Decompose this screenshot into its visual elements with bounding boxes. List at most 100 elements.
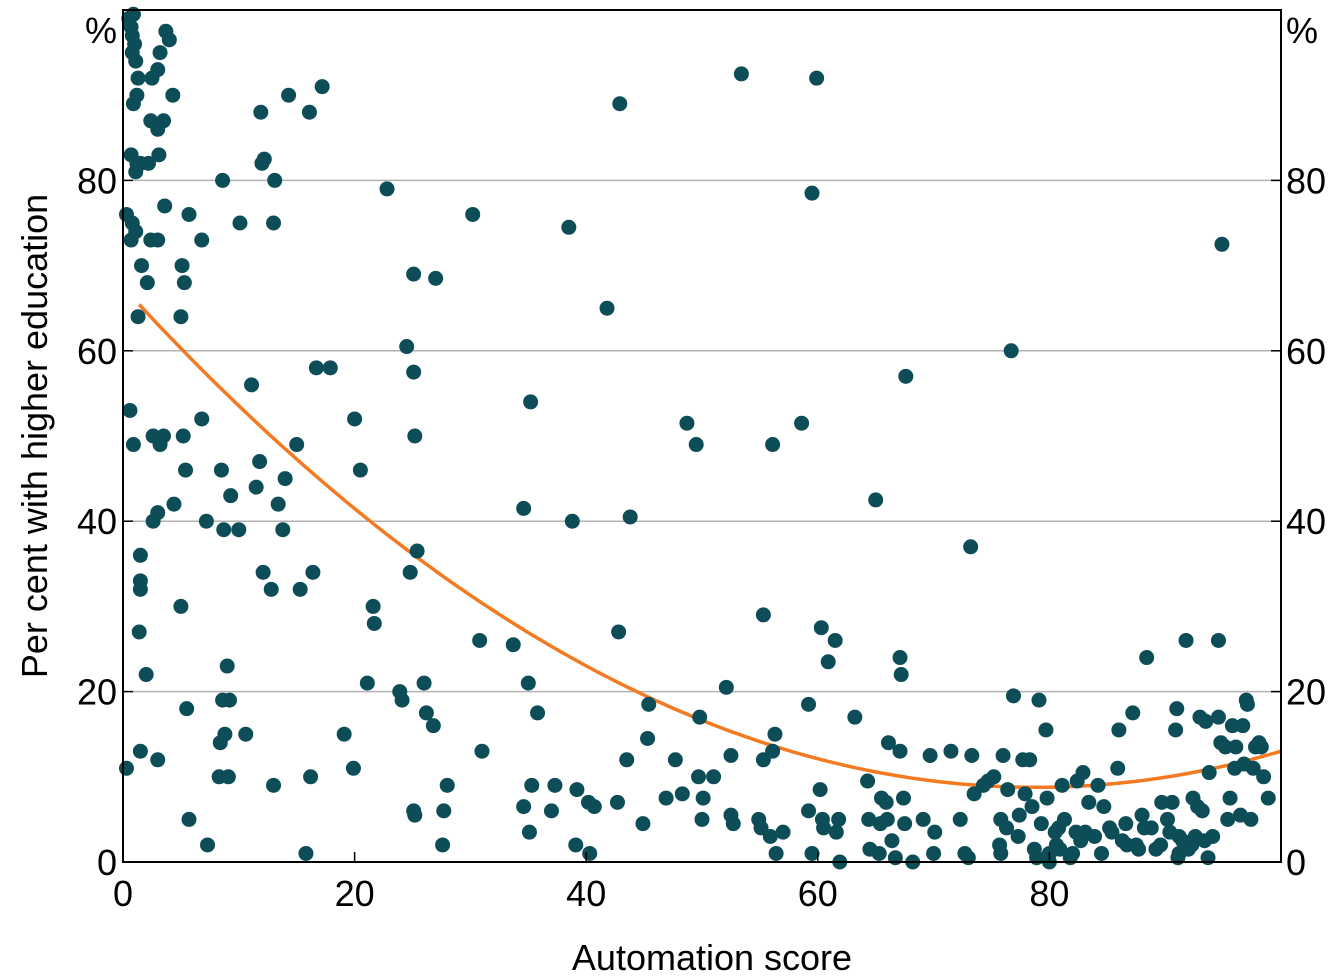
data-point [215, 692, 231, 708]
data-point [586, 799, 602, 815]
data-point [176, 275, 192, 291]
data-point [1065, 845, 1081, 861]
data-point [674, 786, 690, 802]
data-point [523, 394, 539, 410]
data-point [816, 820, 832, 836]
data-point [1052, 841, 1068, 857]
data-point [569, 782, 585, 798]
data-point [150, 121, 166, 137]
data-point [755, 607, 771, 623]
data-point [640, 730, 656, 746]
data-point [804, 845, 820, 861]
y-unit-right: % [1286, 10, 1318, 51]
data-point [767, 726, 783, 742]
data-point [1210, 709, 1226, 725]
data-point [516, 500, 532, 516]
data-point [775, 824, 791, 840]
data-point [1094, 845, 1110, 861]
data-point [175, 428, 191, 444]
data-point [1198, 713, 1214, 729]
data-point [336, 726, 352, 742]
data-point [256, 151, 272, 167]
x-tick-label: 60 [798, 873, 838, 914]
data-point [219, 658, 235, 674]
data-point [1104, 824, 1120, 840]
data-point [255, 564, 271, 580]
data-point [406, 364, 422, 380]
data-point [352, 462, 368, 478]
y-tick-label: 60 [77, 331, 117, 372]
x-tick-label: 20 [335, 873, 375, 914]
data-point [194, 411, 210, 427]
x-tick-label: 0 [113, 873, 133, 914]
y-tick-labels-right: 0 20 40 60 80 [1271, 160, 1326, 883]
data-point [1081, 794, 1097, 810]
data-point [1153, 837, 1169, 853]
data-point [641, 696, 657, 712]
data-point [156, 428, 172, 444]
data-point [161, 32, 177, 48]
data-point [425, 718, 441, 734]
data-point [1253, 739, 1269, 755]
data-point [150, 505, 166, 521]
data-point [1222, 790, 1238, 806]
y-tick-label: 40 [77, 501, 117, 542]
data-point [1201, 765, 1217, 781]
data-point [812, 782, 828, 798]
data-point [1168, 722, 1184, 738]
data-point [277, 471, 293, 487]
data-point [1256, 769, 1272, 785]
data-point [138, 667, 154, 683]
data-point [308, 360, 324, 376]
data-point [768, 845, 784, 861]
y-tick-label-right: 80 [1286, 160, 1326, 201]
data-point [128, 53, 144, 69]
data-point [1003, 343, 1019, 359]
data-point [568, 837, 584, 853]
data-point [847, 709, 863, 725]
data-point [263, 581, 279, 597]
data-point [1075, 765, 1091, 781]
data-point [827, 632, 843, 648]
data-points [118, 6, 1276, 870]
y-tick-label: 80 [77, 160, 117, 201]
data-point [118, 760, 134, 776]
data-point [619, 752, 635, 768]
data-point [436, 803, 452, 819]
data-point [801, 696, 817, 712]
data-point [952, 811, 968, 827]
data-point [1131, 841, 1147, 857]
data-point [1220, 811, 1236, 827]
x-tick-labels: 0 20 40 60 80 [113, 852, 1069, 914]
data-point [1033, 816, 1049, 832]
data-point [667, 752, 683, 768]
data-point [472, 632, 488, 648]
data-point [150, 62, 166, 78]
data-point [1243, 811, 1259, 827]
data-point [622, 509, 638, 525]
data-point [151, 147, 167, 163]
data-point [688, 437, 704, 453]
data-point [131, 624, 147, 640]
data-point [1260, 790, 1276, 806]
data-point [173, 309, 189, 325]
data-point [1169, 701, 1185, 717]
data-point [898, 368, 914, 384]
data-point [582, 845, 598, 861]
data-point [922, 748, 938, 763]
data-point [543, 803, 559, 819]
data-point [1096, 799, 1112, 815]
data-point [125, 96, 141, 112]
data-point [314, 79, 330, 95]
data-point [347, 411, 363, 427]
data-point [1134, 807, 1150, 823]
data-point [407, 807, 423, 823]
data-point [897, 816, 913, 832]
data-point [238, 726, 254, 742]
data-point [1110, 760, 1126, 776]
data-point [1022, 752, 1038, 768]
data-point [152, 45, 168, 61]
data-point [820, 654, 836, 670]
data-point [132, 581, 148, 597]
data-point [1111, 722, 1127, 738]
